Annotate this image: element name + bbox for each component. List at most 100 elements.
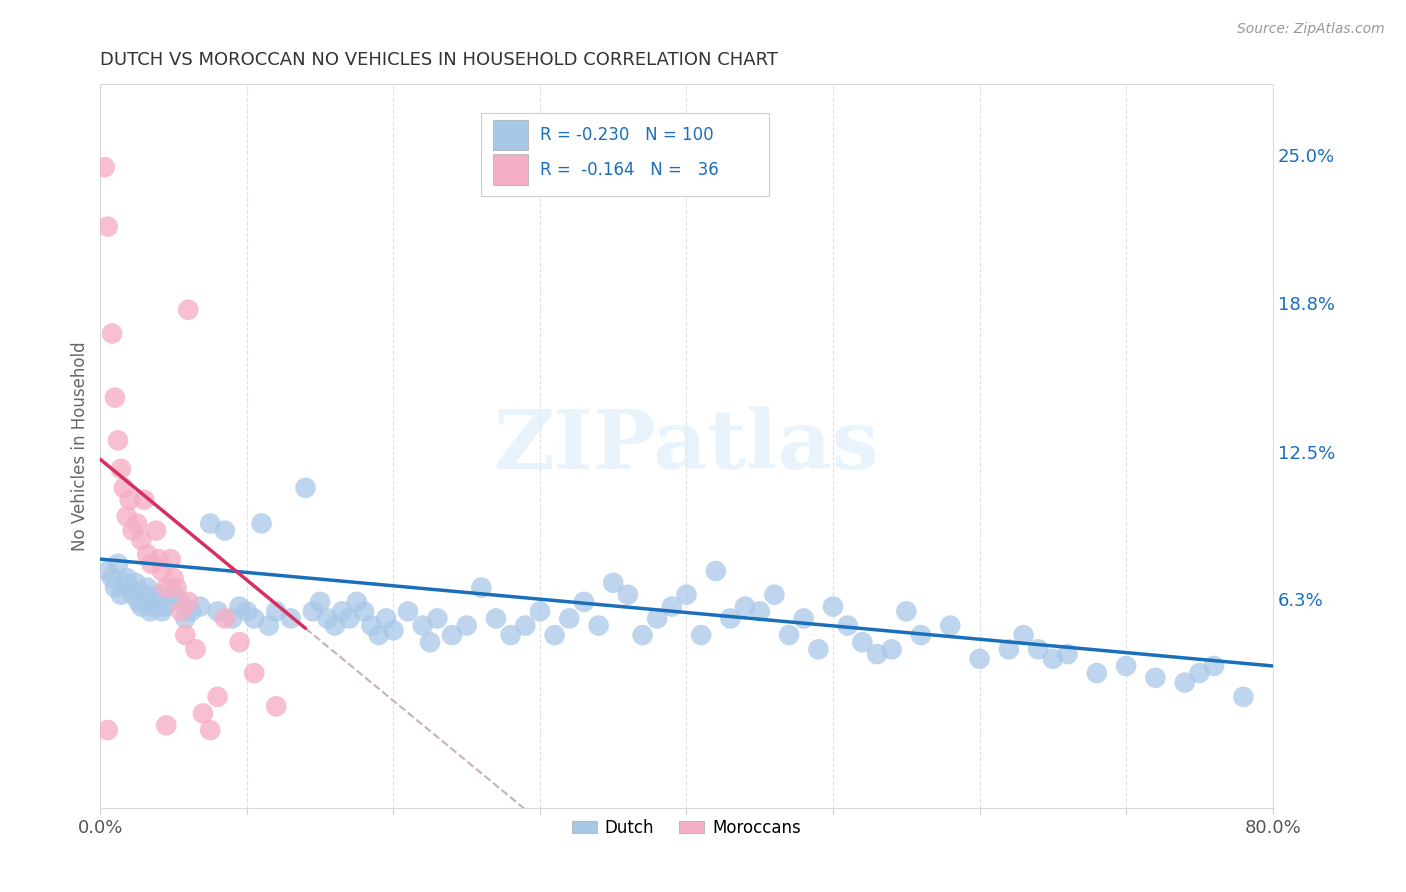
- Point: [323, 618, 346, 632]
- Point: [412, 618, 434, 632]
- Point: [101, 571, 124, 585]
- Point: [131, 599, 153, 614]
- Point: [115, 571, 138, 585]
- Point: [309, 595, 332, 609]
- Point: [821, 599, 844, 614]
- Text: Source: ZipAtlas.com: Source: ZipAtlas.com: [1237, 22, 1385, 37]
- Point: [1085, 666, 1108, 681]
- Point: [426, 611, 449, 625]
- Point: [793, 611, 815, 625]
- Point: [778, 628, 800, 642]
- Point: [177, 302, 200, 317]
- Point: [1012, 628, 1035, 642]
- Point: [145, 524, 167, 538]
- Point: [419, 635, 441, 649]
- Point: [301, 604, 323, 618]
- Point: [101, 326, 124, 341]
- Point: [316, 611, 339, 625]
- Point: [720, 611, 742, 625]
- Point: [200, 516, 222, 531]
- Point: [631, 628, 654, 642]
- Legend: Dutch, Moroccans: Dutch, Moroccans: [565, 813, 808, 844]
- Point: [588, 618, 610, 632]
- Point: [125, 516, 148, 531]
- Point: [162, 571, 184, 585]
- Point: [529, 604, 551, 618]
- Point: [515, 618, 537, 632]
- Point: [170, 595, 193, 609]
- Point: [1188, 666, 1211, 681]
- FancyBboxPatch shape: [481, 113, 769, 196]
- Point: [214, 611, 236, 625]
- Point: [148, 552, 170, 566]
- Point: [617, 588, 640, 602]
- Point: [243, 666, 266, 681]
- Point: [1056, 647, 1078, 661]
- Point: [141, 557, 163, 571]
- Point: [690, 628, 713, 642]
- Point: [134, 492, 156, 507]
- Point: [1232, 690, 1254, 704]
- Point: [97, 564, 120, 578]
- Point: [763, 588, 786, 602]
- Point: [153, 599, 176, 614]
- Point: [221, 611, 243, 625]
- Point: [558, 611, 581, 625]
- Point: [382, 624, 405, 638]
- Point: [880, 642, 903, 657]
- Text: DUTCH VS MOROCCAN NO VEHICLES IN HOUSEHOLD CORRELATION CHART: DUTCH VS MOROCCAN NO VEHICLES IN HOUSEHO…: [100, 51, 779, 69]
- Point: [174, 628, 197, 642]
- Point: [1144, 671, 1167, 685]
- Point: [110, 588, 132, 602]
- Point: [704, 564, 727, 578]
- Point: [1026, 642, 1049, 657]
- Point: [250, 516, 273, 531]
- Point: [280, 611, 302, 625]
- Point: [257, 618, 280, 632]
- Point: [148, 588, 170, 602]
- Point: [748, 604, 770, 618]
- Point: [543, 628, 565, 642]
- Point: [200, 723, 222, 737]
- Point: [97, 723, 120, 737]
- Point: [1174, 675, 1197, 690]
- Point: [645, 611, 668, 625]
- Point: [139, 604, 162, 618]
- Point: [115, 509, 138, 524]
- Point: [110, 462, 132, 476]
- Point: [136, 581, 159, 595]
- Point: [353, 604, 375, 618]
- Point: [661, 599, 683, 614]
- Point: [162, 588, 184, 602]
- Point: [910, 628, 932, 642]
- Point: [127, 595, 149, 609]
- Point: [131, 533, 153, 547]
- Point: [170, 604, 193, 618]
- Point: [180, 604, 202, 618]
- Point: [602, 575, 624, 590]
- Point: [166, 581, 188, 595]
- Point: [294, 481, 316, 495]
- Point: [174, 611, 197, 625]
- Point: [142, 599, 165, 614]
- Point: [136, 547, 159, 561]
- Point: [97, 219, 120, 234]
- Point: [94, 160, 117, 174]
- Point: [675, 588, 697, 602]
- Point: [191, 706, 214, 721]
- Point: [121, 524, 143, 538]
- Point: [572, 595, 595, 609]
- Point: [145, 595, 167, 609]
- Point: [228, 599, 250, 614]
- Point: [470, 581, 492, 595]
- Text: R = -0.230   N = 100: R = -0.230 N = 100: [540, 126, 714, 144]
- FancyBboxPatch shape: [494, 120, 529, 150]
- Text: R =  -0.164   N =   36: R = -0.164 N = 36: [540, 161, 718, 178]
- Point: [375, 611, 398, 625]
- Point: [330, 604, 353, 618]
- Point: [1042, 652, 1064, 666]
- Point: [214, 524, 236, 538]
- Point: [124, 575, 146, 590]
- Point: [155, 581, 177, 595]
- Point: [807, 642, 830, 657]
